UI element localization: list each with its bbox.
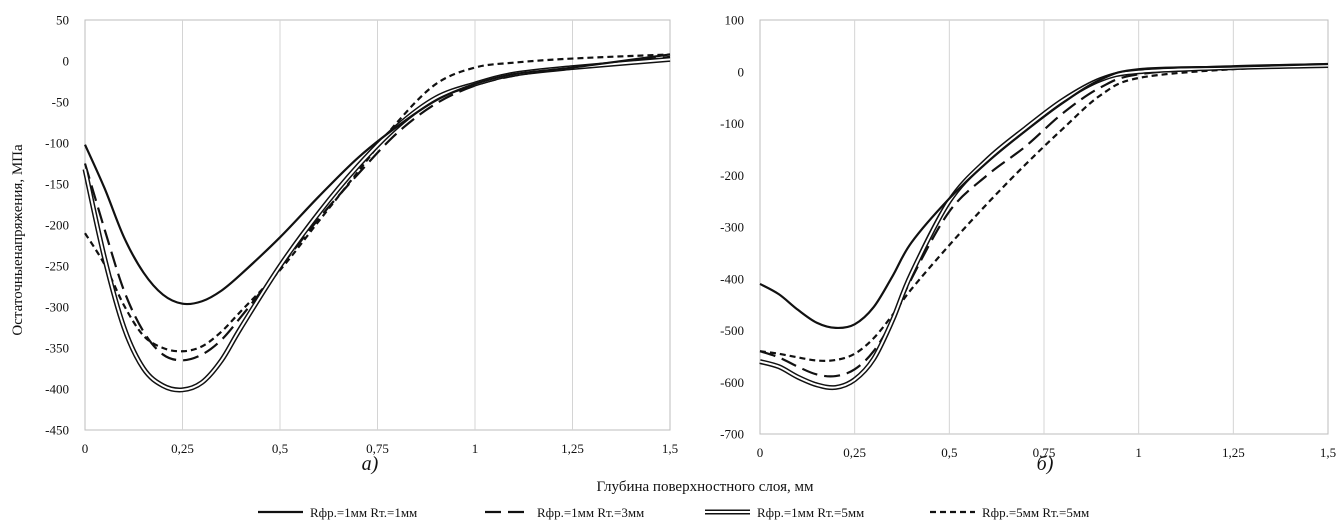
- x-tick-label: 1,25: [561, 441, 584, 456]
- y-tick-label: -700: [720, 427, 744, 442]
- x-tick-label: 0,25: [843, 445, 866, 460]
- series-line-3: [759, 63, 1329, 391]
- series-line-1: [759, 62, 1329, 330]
- x-tick-label: 0,25: [171, 441, 194, 456]
- y-tick-label: -250: [45, 259, 69, 274]
- y-tick-label: -400: [720, 271, 744, 286]
- y-tick-label: -500: [720, 323, 744, 338]
- y-tick-label: 0: [63, 54, 70, 69]
- x-tick-label: 1: [472, 441, 479, 456]
- x-tick-label: 1,5: [662, 441, 678, 456]
- y-tick-label: -100: [720, 116, 744, 131]
- legend-label-4: Rфр.=5мм Rт.=5мм: [982, 505, 1089, 520]
- series-4-path: [759, 65, 1329, 362]
- y-tick-label: -400: [45, 382, 69, 397]
- legend-label-1: Rфр.=1мм Rт.=1мм: [310, 505, 417, 520]
- series-line-1: [83, 53, 671, 306]
- x-axis-label: Глубина поверхностного слоя, мм: [596, 479, 814, 495]
- series-line-2: [759, 64, 1329, 378]
- y-tick-label: -200: [720, 168, 744, 183]
- x-tick-label: 0,5: [941, 445, 957, 460]
- series-1-path: [759, 62, 1329, 330]
- legend-label-2: Rфр.=1мм Rт.=3мм: [537, 505, 644, 520]
- series-2-path: [759, 64, 1329, 378]
- y-tick-label: -300: [720, 220, 744, 235]
- x-tick-label: 1: [1135, 445, 1142, 460]
- y-tick-label: -150: [45, 177, 69, 192]
- y-tick-label: -350: [45, 341, 69, 356]
- x-tick-label: 0,5: [272, 441, 288, 456]
- legend-item-1: Rфр.=1мм Rт.=1мм: [258, 505, 417, 520]
- x-tick-label: 0,75: [1033, 445, 1056, 460]
- x-tick-label: 0: [82, 441, 89, 456]
- y-tick-label: -50: [52, 95, 69, 110]
- y-tick-label: -300: [45, 300, 69, 315]
- y-tick-label: 50: [56, 13, 69, 28]
- y-tick-label: 100: [725, 13, 745, 28]
- y-tick-label: -200: [45, 218, 69, 233]
- x-tick-label: 1,5: [1320, 445, 1336, 460]
- x-tick-label: 0,75: [366, 441, 389, 456]
- series-line-4: [759, 65, 1329, 362]
- legend-item-2: Rфр.=1мм Rт.=3мм: [485, 505, 644, 520]
- legend-label-3: Rфр.=1мм Rт.=5мм: [757, 505, 864, 520]
- y-tick-label: -100: [45, 136, 69, 151]
- series-3-path-inner: [759, 64, 1329, 389]
- y-tick-label: -450: [45, 423, 69, 438]
- panel-label: а): [362, 453, 379, 475]
- x-tick-label: 0: [757, 445, 764, 460]
- series-1-path: [83, 53, 671, 306]
- panel-label: б): [1037, 453, 1054, 475]
- x-tick-label: 1,25: [1222, 445, 1245, 460]
- y-tick-label: -600: [720, 375, 744, 390]
- legend-item-3: Rфр.=1мм Rт.=5мм: [705, 505, 864, 520]
- chart-panel-b: 0 0,25 0,5 0,75 1 1,25 1,5 100 0 -100 -200 -300 -400…: [720, 13, 1336, 476]
- y-axis-label: Остаточныенапряжения, МПа: [10, 144, 26, 336]
- chart-panel-a: 0 0,25 0,5 0,75 1 1,25 1,5 50 0 -50 -100 -150 -200 -2…: [45, 13, 678, 476]
- legend-item-4: Rфр.=5мм Rт.=5мм: [930, 505, 1089, 520]
- legend: Rфр.=1мм Rт.=1мм Rфр.=1мм Rт.=3мм Rфр.=1мм…: [258, 505, 1089, 520]
- y-tick-label: 0: [738, 64, 745, 79]
